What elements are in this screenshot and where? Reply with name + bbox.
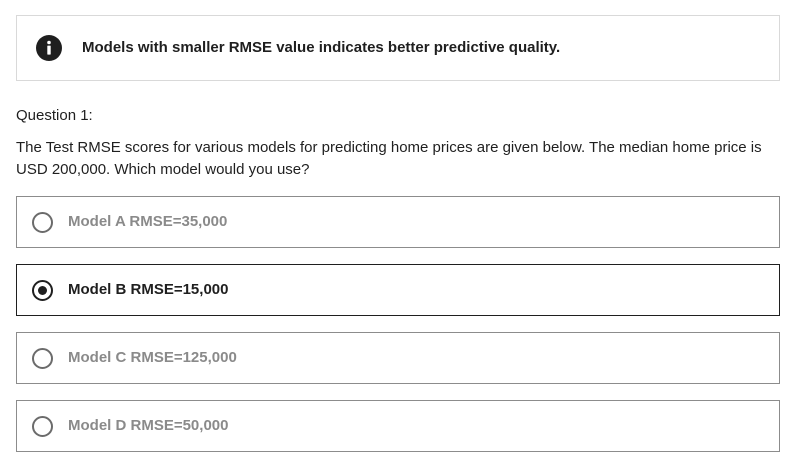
- radio-button[interactable]: [32, 416, 53, 437]
- info-icon: [36, 35, 62, 61]
- option-label: Model C RMSE=125,000: [68, 349, 237, 366]
- radio-button[interactable]: [32, 212, 53, 233]
- question-text: The Test RMSE scores for various models …: [16, 139, 762, 178]
- info-banner: Models with smaller RMSE value indicates…: [16, 15, 780, 81]
- radio-button[interactable]: [32, 348, 53, 369]
- info-text: Models with smaller RMSE value indicates…: [82, 39, 561, 56]
- radio-button[interactable]: [32, 280, 53, 301]
- option-label: Model D RMSE=50,000: [68, 417, 229, 434]
- option-model-b[interactable]: Model B RMSE=15,000: [16, 264, 780, 316]
- option-model-a[interactable]: Model A RMSE=35,000: [16, 196, 780, 248]
- option-label: Model B RMSE=15,000: [68, 281, 229, 298]
- option-model-c[interactable]: Model C RMSE=125,000: [16, 332, 780, 384]
- question-label: Question 1:: [16, 107, 93, 124]
- option-model-d[interactable]: Model D RMSE=50,000: [16, 400, 780, 452]
- option-label: Model A RMSE=35,000: [68, 213, 228, 230]
- radio-dot: [38, 286, 47, 295]
